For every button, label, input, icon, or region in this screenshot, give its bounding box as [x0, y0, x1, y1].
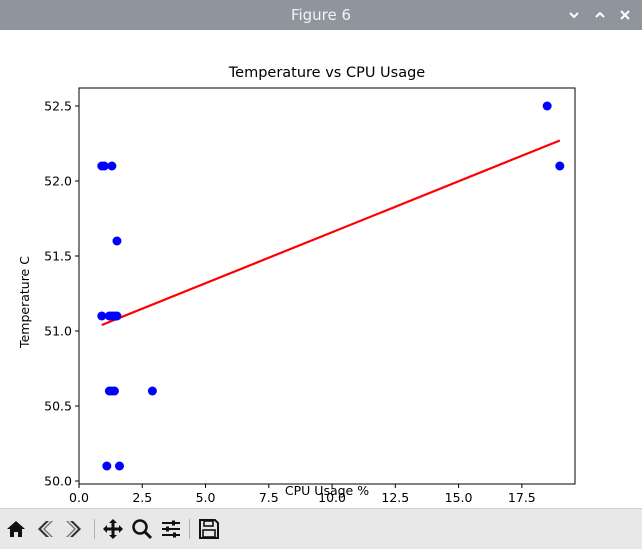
navigation-toolbar [0, 508, 642, 549]
back-button[interactable] [33, 517, 57, 541]
zoom-button[interactable] [130, 517, 154, 541]
home-icon [7, 521, 25, 537]
sliders-icon [162, 520, 180, 538]
close-button[interactable] [614, 4, 636, 26]
close-icon [620, 10, 630, 20]
y-axis-ticks: 50.0 50.5 51.0 51.5 52.0 52.5 [44, 99, 79, 489]
data-point [555, 161, 565, 171]
back-arrow-icon [38, 521, 53, 537]
x-tick-label: 2.5 [132, 490, 152, 505]
y-tick-label: 50.5 [44, 399, 72, 414]
window-title: Figure 6 [290, 6, 352, 24]
x-tick-label: 5.0 [196, 490, 216, 505]
data-point [97, 311, 107, 321]
toolbar-separator [94, 519, 95, 539]
scatter-chart: Temperature vs CPU Usage 0.0 2.5 5.0 7.5 10.… [17, 65, 576, 505]
data-point [102, 461, 112, 471]
configure-subplots-button[interactable] [159, 517, 183, 541]
x-axis-label: CPU Usage % [285, 483, 369, 498]
x-axis-ticks: 0.0 2.5 5.0 7.5 10.0 12.5 15.0 17.5 [69, 484, 536, 505]
chevron-up-icon [595, 11, 605, 18]
minimize-button[interactable] [563, 4, 585, 26]
forward-arrow-icon [66, 521, 81, 537]
plot-area-frame [78, 87, 576, 485]
fit-line-group [101, 139, 561, 327]
x-tick-label: 10.0 [318, 490, 346, 505]
data-point [109, 386, 119, 396]
window-titlebar: Figure 6 [0, 0, 642, 30]
x-tick-label: 15.0 [445, 490, 473, 505]
pan-icon [103, 519, 123, 539]
chevron-down-icon [569, 12, 579, 19]
y-tick-label: 51.5 [44, 249, 72, 264]
x-tick-label: 7.5 [259, 490, 279, 505]
save-button[interactable] [197, 517, 221, 541]
fit-line [101, 139, 561, 327]
zoom-icon [132, 519, 153, 540]
save-icon [199, 519, 219, 539]
maximize-button[interactable] [589, 4, 611, 26]
y-tick-label: 52.0 [44, 174, 72, 189]
pan-button[interactable] [101, 517, 125, 541]
data-points [97, 101, 565, 471]
y-axis-label: Temperature C [17, 256, 32, 349]
figure-canvas: Temperature vs CPU Usage 0.0 2.5 5.0 7.5 10.… [0, 30, 642, 508]
forward-button[interactable] [62, 517, 86, 541]
data-point [99, 161, 109, 171]
toolbar-separator [189, 519, 190, 539]
data-point [107, 161, 117, 171]
home-button[interactable] [4, 517, 28, 541]
x-tick-label: 0.0 [69, 490, 89, 505]
y-tick-label: 50.0 [44, 474, 72, 489]
data-point [147, 386, 157, 396]
data-point [112, 236, 122, 246]
y-tick-label: 51.0 [44, 324, 72, 339]
data-point [542, 101, 552, 111]
x-tick-label: 17.5 [508, 490, 536, 505]
data-point [114, 461, 124, 471]
chart-title: Temperature vs CPU Usage [228, 65, 426, 81]
data-point [112, 311, 122, 321]
x-tick-label: 12.5 [381, 490, 409, 505]
y-tick-label: 52.5 [44, 99, 72, 114]
